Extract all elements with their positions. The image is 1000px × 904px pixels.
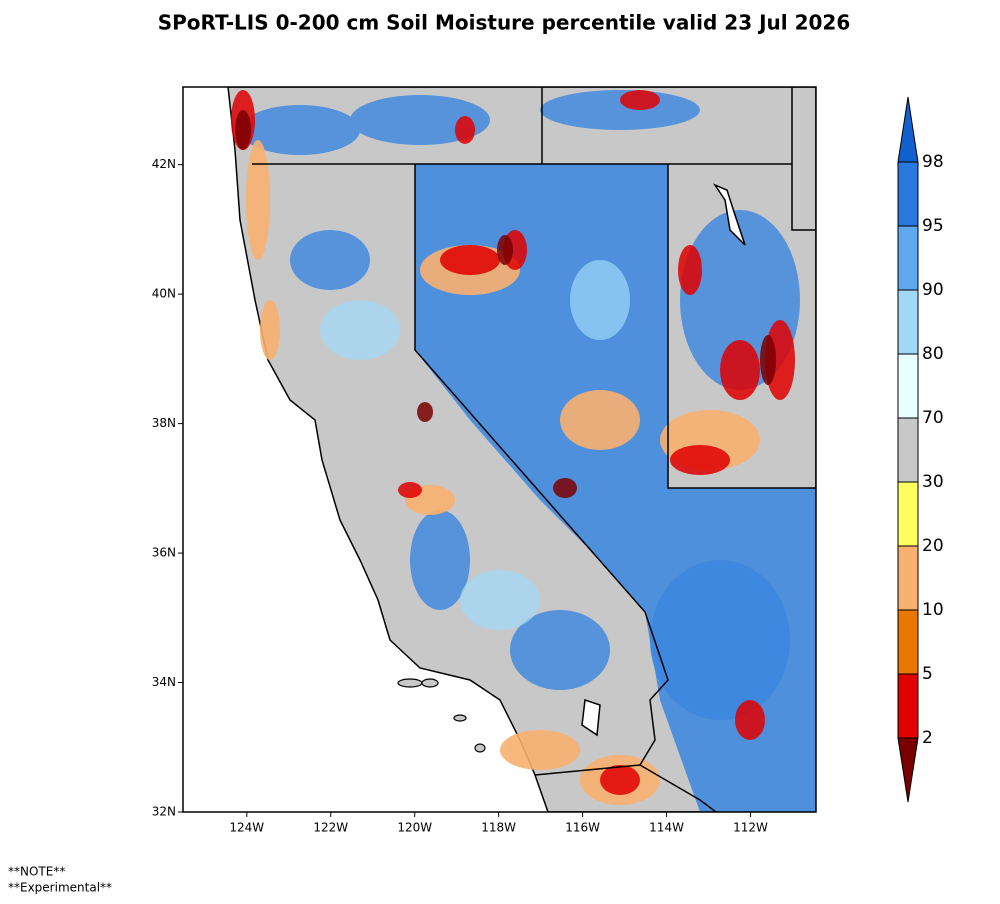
colorbar-label: 30	[922, 472, 944, 492]
lat-tick-label: 40N	[152, 287, 176, 301]
colorbar-segment	[897, 673, 919, 739]
lat-tick-label: 36N	[152, 546, 176, 560]
colorbar-segment	[897, 545, 919, 611]
colorbar-triangle	[897, 96, 919, 163]
colorbar-segment	[897, 417, 919, 483]
title: SPoRT-LIS 0-200 cm Soil Moisture percent…	[158, 11, 851, 35]
colorbar-label: 95	[922, 216, 944, 236]
lon-tick-label: 122W	[313, 821, 348, 835]
map-frame	[182, 86, 817, 813]
colorbar-segment	[897, 225, 919, 291]
colorbar-triangle	[897, 737, 919, 803]
lat-tick-label: 38N	[152, 416, 176, 430]
lat-tick-label: 32N	[152, 805, 176, 819]
colorbar-label: 2	[922, 728, 933, 748]
colorbar-segment	[897, 609, 919, 675]
colorbar-segment	[897, 353, 919, 419]
colorbar-label: 80	[922, 344, 944, 364]
colorbar-label: 5	[922, 664, 933, 684]
lon-tick-label: 118W	[481, 821, 516, 835]
lon-tick-label: 114W	[649, 821, 684, 835]
colorbar-label: 90	[922, 280, 944, 300]
colorbar-label: 70	[922, 408, 944, 428]
map-image	[183, 87, 816, 812]
note: **Experimental**	[8, 881, 112, 895]
colorbar-segment	[897, 289, 919, 355]
lon-tick-label: 120W	[397, 821, 432, 835]
lon-tick-label: 116W	[565, 821, 600, 835]
lat-tick-label: 34N	[152, 675, 176, 689]
colorbar-segment	[897, 161, 919, 227]
note: **NOTE**	[8, 865, 65, 879]
lat-tick-label: 42N	[152, 157, 176, 171]
lon-tick-label: 124W	[229, 821, 264, 835]
colorbar-segment	[897, 481, 919, 547]
colorbar-label: 10	[922, 600, 944, 620]
colorbar-label: 20	[922, 536, 944, 556]
lon-tick-label: 112W	[733, 821, 768, 835]
colorbar-label: 98	[922, 152, 944, 172]
